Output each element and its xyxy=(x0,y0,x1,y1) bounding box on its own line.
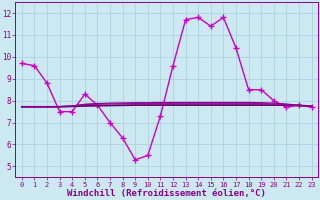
X-axis label: Windchill (Refroidissement éolien,°C): Windchill (Refroidissement éolien,°C) xyxy=(67,189,266,198)
